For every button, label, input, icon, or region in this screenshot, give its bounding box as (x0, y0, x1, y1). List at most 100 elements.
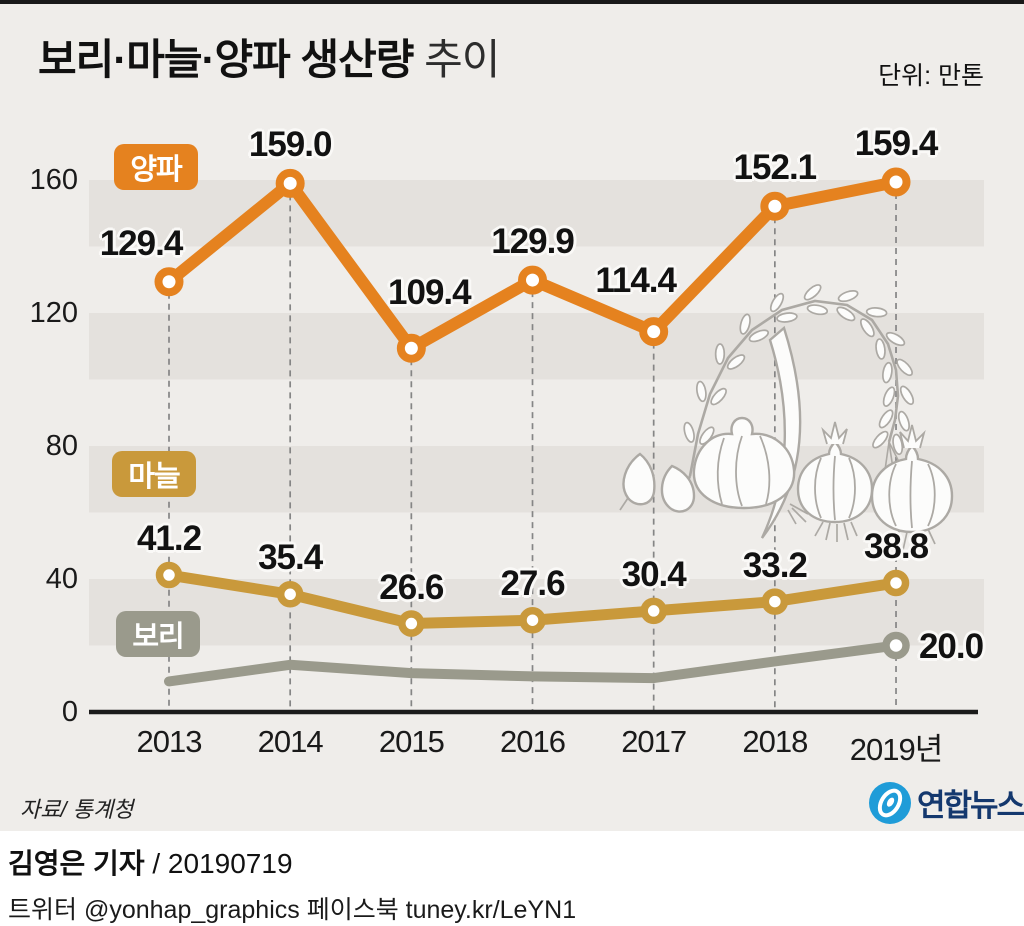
title-main: 보리·마늘·양파 생산량 (38, 36, 414, 83)
barley-grain (806, 304, 829, 316)
onion-value-label: 114.4 (595, 260, 677, 300)
root-line (913, 532, 916, 553)
barley-grain (837, 290, 859, 303)
garlic-marker (640, 597, 667, 625)
source-credit: 자료/ 통계청 (20, 797, 134, 822)
garlic-marker (398, 610, 425, 637)
sns-links: 트위터 @yonhap_graphics 페이스북 tuney.kr/LeYN1 (8, 896, 577, 924)
garlic-value-label: 33.2 (742, 545, 808, 585)
legend-chip-garlic: 마늘 (112, 451, 196, 497)
onion-marker (518, 265, 548, 295)
barley-grain (836, 306, 856, 322)
garlic-marker (519, 606, 546, 634)
byline-date: / 20190719 (144, 848, 293, 879)
barley-grain (899, 385, 915, 406)
barley-grain (769, 292, 785, 313)
barley-grain (897, 410, 910, 432)
root-line (825, 522, 831, 541)
barley-grain (714, 343, 726, 365)
y-tick-label: 40 (45, 563, 78, 595)
yonhap-logo: 연합뉴스 (868, 780, 1024, 825)
garlic-marker (761, 588, 789, 615)
grid-band (89, 313, 984, 380)
onion-marker (275, 168, 305, 198)
onion-value-label: 152.1 (733, 148, 818, 188)
garlic-value-label: 27.6 (500, 564, 565, 604)
garlic-value-label: 41.2 (136, 519, 202, 558)
onion-line (848, 457, 856, 519)
garlic-value-label: 26.6 (379, 567, 444, 607)
garlic-marker (276, 581, 304, 608)
onion-marker (396, 333, 426, 363)
onion-line (927, 463, 936, 527)
barley-grain (882, 361, 893, 384)
onion-line (888, 463, 897, 527)
x-tick-label: 2019년 (849, 732, 943, 767)
y-tick-label: 0 (61, 696, 78, 728)
barley-grain (776, 312, 798, 323)
barley-grain (896, 358, 913, 377)
onion-value-label: 129.4 (99, 223, 184, 263)
y-tick-label: 80 (45, 430, 78, 462)
crops-watermark-illustration (619, 284, 954, 553)
root-line (902, 531, 908, 551)
y-tick-label: 120 (29, 297, 78, 329)
x-tick-label: 2014 (257, 724, 324, 759)
barley-grain (726, 354, 746, 370)
page-title: 보리·마늘·양파 생산량 추이 (38, 26, 500, 87)
yonhap-logo-icon (869, 781, 911, 824)
onion-marker (639, 317, 669, 347)
x-tick-label: 2018 (742, 724, 808, 759)
garlic-value-label: 35.4 (258, 538, 323, 578)
root-line (920, 531, 928, 549)
barley-grain (892, 433, 904, 456)
barley-grain (882, 386, 896, 407)
onion-sprout (821, 421, 848, 445)
barley-line (164, 640, 902, 687)
root-line (787, 509, 797, 525)
barley-grain (683, 421, 695, 443)
x-tick-label: 2017 (621, 724, 687, 759)
chart-background (0, 4, 1024, 831)
garlic-bulb-line (759, 435, 771, 505)
barley-grain (872, 430, 889, 449)
barley-grain (695, 380, 707, 403)
x-tick-label: 2016 (500, 724, 566, 759)
onion-marker (881, 167, 911, 197)
barley-grain (865, 307, 888, 318)
unit-label: 단위: 만톤 (878, 62, 984, 90)
series-markers (154, 167, 911, 660)
barley-grain (739, 313, 751, 335)
onion-value-label: 109.4 (388, 273, 472, 313)
onion-sprout (899, 424, 926, 449)
legend-chip-onion: 양파 (114, 144, 198, 190)
byline: 김영은 기자 / 20190719 (8, 842, 293, 882)
title-sub: 추이 (424, 36, 500, 83)
x-tick-label: 2015 (378, 724, 445, 759)
x-tick-label: 2013 (136, 724, 203, 759)
y-tick-label: 160 (29, 164, 78, 196)
onion-line (909, 460, 913, 529)
root-line (889, 529, 901, 547)
barley-grain (803, 284, 822, 301)
onion-bulb (870, 444, 954, 534)
top-accent-bar (0, 0, 1024, 4)
garlic-value-label: 38.8 (863, 526, 929, 566)
onion-line (832, 455, 836, 521)
garlic-clove (660, 464, 696, 513)
barley-grain (748, 329, 770, 343)
barley-grain (710, 387, 727, 406)
root-line (927, 528, 936, 545)
legend-chip-barley: 보리 (116, 611, 200, 657)
garlic-value-label: 30.4 (621, 554, 687, 594)
onion-value-label: 159.4 (854, 123, 939, 163)
onion-marker (154, 267, 184, 297)
root-line (619, 497, 629, 511)
leaf (760, 325, 802, 539)
garlic-bulb-line (716, 437, 725, 505)
onion-marker (760, 191, 790, 221)
garlic-marker (155, 561, 183, 589)
barley-grain (875, 338, 886, 360)
